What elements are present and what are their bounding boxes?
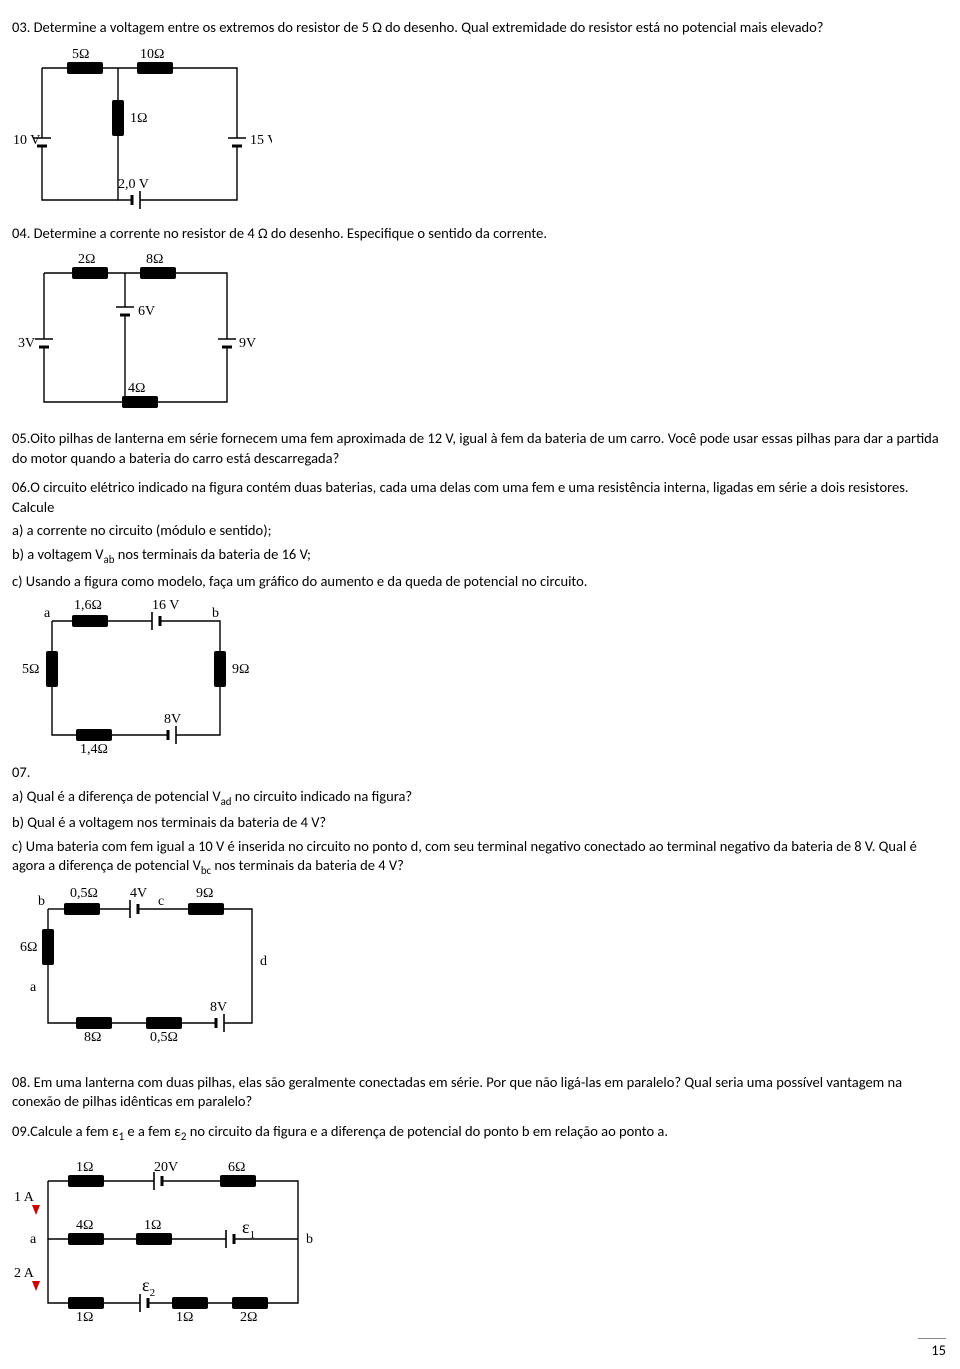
svg-text:1,6Ω: 1,6Ω <box>74 598 102 613</box>
q07-text: 07. <box>12 763 948 783</box>
q04-text: 04. Determine a corrente no resistor de … <box>12 224 948 244</box>
svg-text:a: a <box>44 606 51 621</box>
q06-b: b) a voltagem Vab nos terminais da bater… <box>12 545 948 568</box>
svg-text:10Ω: 10Ω <box>140 47 164 62</box>
svg-text:1Ω: 1Ω <box>144 1218 161 1233</box>
svg-text:8V: 8V <box>164 712 181 727</box>
q04-circuit: 2Ω 8Ω 9V 4Ω 3V 6V <box>12 247 262 419</box>
q06-circuit: a b 1,6Ω 16 V 9Ω 8V 1,4Ω 5Ω <box>12 595 272 755</box>
svg-text:d: d <box>260 954 267 969</box>
svg-text:6Ω: 6Ω <box>20 940 37 955</box>
svg-text:2 A: 2 A <box>14 1266 35 1281</box>
svg-text:3V: 3V <box>18 336 35 351</box>
q07-circuit: b 0,5Ω 4V c 9Ω d 8V 0,5Ω 8Ω a 6Ω <box>12 883 292 1051</box>
svg-text:1Ω: 1Ω <box>76 1160 93 1175</box>
svg-text:1,4Ω: 1,4Ω <box>80 742 108 755</box>
svg-text:6V: 6V <box>138 304 155 319</box>
svg-text:b: b <box>306 1232 313 1247</box>
svg-text:5Ω: 5Ω <box>72 47 89 62</box>
q07-c: c) Uma bateria com fem igual a 10 V é in… <box>12 837 948 879</box>
svg-text:4V: 4V <box>130 886 147 901</box>
q09-circuit: 1 A 2 A 1Ω 20V 6Ω a b 4Ω 1Ω ε1 1Ω ε2 1Ω 2Ω <box>12 1155 332 1331</box>
svg-text:0,5Ω: 0,5Ω <box>150 1030 178 1045</box>
svg-text:4Ω: 4Ω <box>128 381 145 396</box>
svg-text:2Ω: 2Ω <box>240 1310 257 1325</box>
svg-text:15 V: 15 V <box>250 133 272 148</box>
page-number: 15 <box>918 1338 946 1361</box>
svg-text:a: a <box>30 1232 37 1247</box>
q06-text: 06.O circuito elétrico indicado na figur… <box>12 478 948 517</box>
q03-text: 03. Determine a voltagem entre os extrem… <box>12 18 948 38</box>
svg-text:8Ω: 8Ω <box>146 252 163 267</box>
svg-text:b: b <box>212 606 219 621</box>
svg-text:ε1: ε1 <box>242 1217 255 1241</box>
svg-text:9Ω: 9Ω <box>196 886 213 901</box>
svg-text:1Ω: 1Ω <box>76 1310 93 1325</box>
svg-text:b: b <box>38 894 45 909</box>
q09-text: 09.Calcule a fem ε1 e a fem ε2 no circui… <box>12 1122 948 1145</box>
q03-circuit: 5Ω 10Ω 15 V 2,0 V 1Ω 10 V <box>12 42 272 214</box>
svg-text:5Ω: 5Ω <box>22 662 39 677</box>
svg-text:2Ω: 2Ω <box>78 252 95 267</box>
svg-text:2,0 V: 2,0 V <box>118 177 149 192</box>
svg-text:ε2: ε2 <box>142 1275 155 1299</box>
q08-text: 08. Em uma lanterna com duas pilhas, ela… <box>12 1073 948 1112</box>
svg-text:1Ω: 1Ω <box>130 111 147 126</box>
svg-text:a: a <box>30 980 37 995</box>
svg-text:0,5Ω: 0,5Ω <box>70 886 98 901</box>
q07-a: a) Qual é a diferença de potencial Vad n… <box>12 787 948 810</box>
svg-text:8Ω: 8Ω <box>84 1030 101 1045</box>
svg-text:9V: 9V <box>239 336 256 351</box>
svg-text:9Ω: 9Ω <box>232 662 249 677</box>
svg-text:16 V: 16 V <box>152 598 179 613</box>
svg-text:8V: 8V <box>210 1000 227 1015</box>
svg-text:10 V: 10 V <box>13 133 40 148</box>
q05-text: 05.Oito pilhas de lanterna em série forn… <box>12 429 948 468</box>
svg-text:4Ω: 4Ω <box>76 1218 93 1233</box>
svg-text:20V: 20V <box>154 1160 178 1175</box>
q06-c: c) Usando a figura como modelo, faça um … <box>12 572 948 592</box>
svg-text:1 A: 1 A <box>14 1190 35 1205</box>
q06-a: a) a corrente no circuito (módulo e sent… <box>12 521 948 541</box>
svg-text:6Ω: 6Ω <box>228 1160 245 1175</box>
svg-text:1Ω: 1Ω <box>176 1310 193 1325</box>
q07-b: b) Qual é a voltagem nos terminais da ba… <box>12 813 948 833</box>
svg-text:c: c <box>158 894 164 909</box>
